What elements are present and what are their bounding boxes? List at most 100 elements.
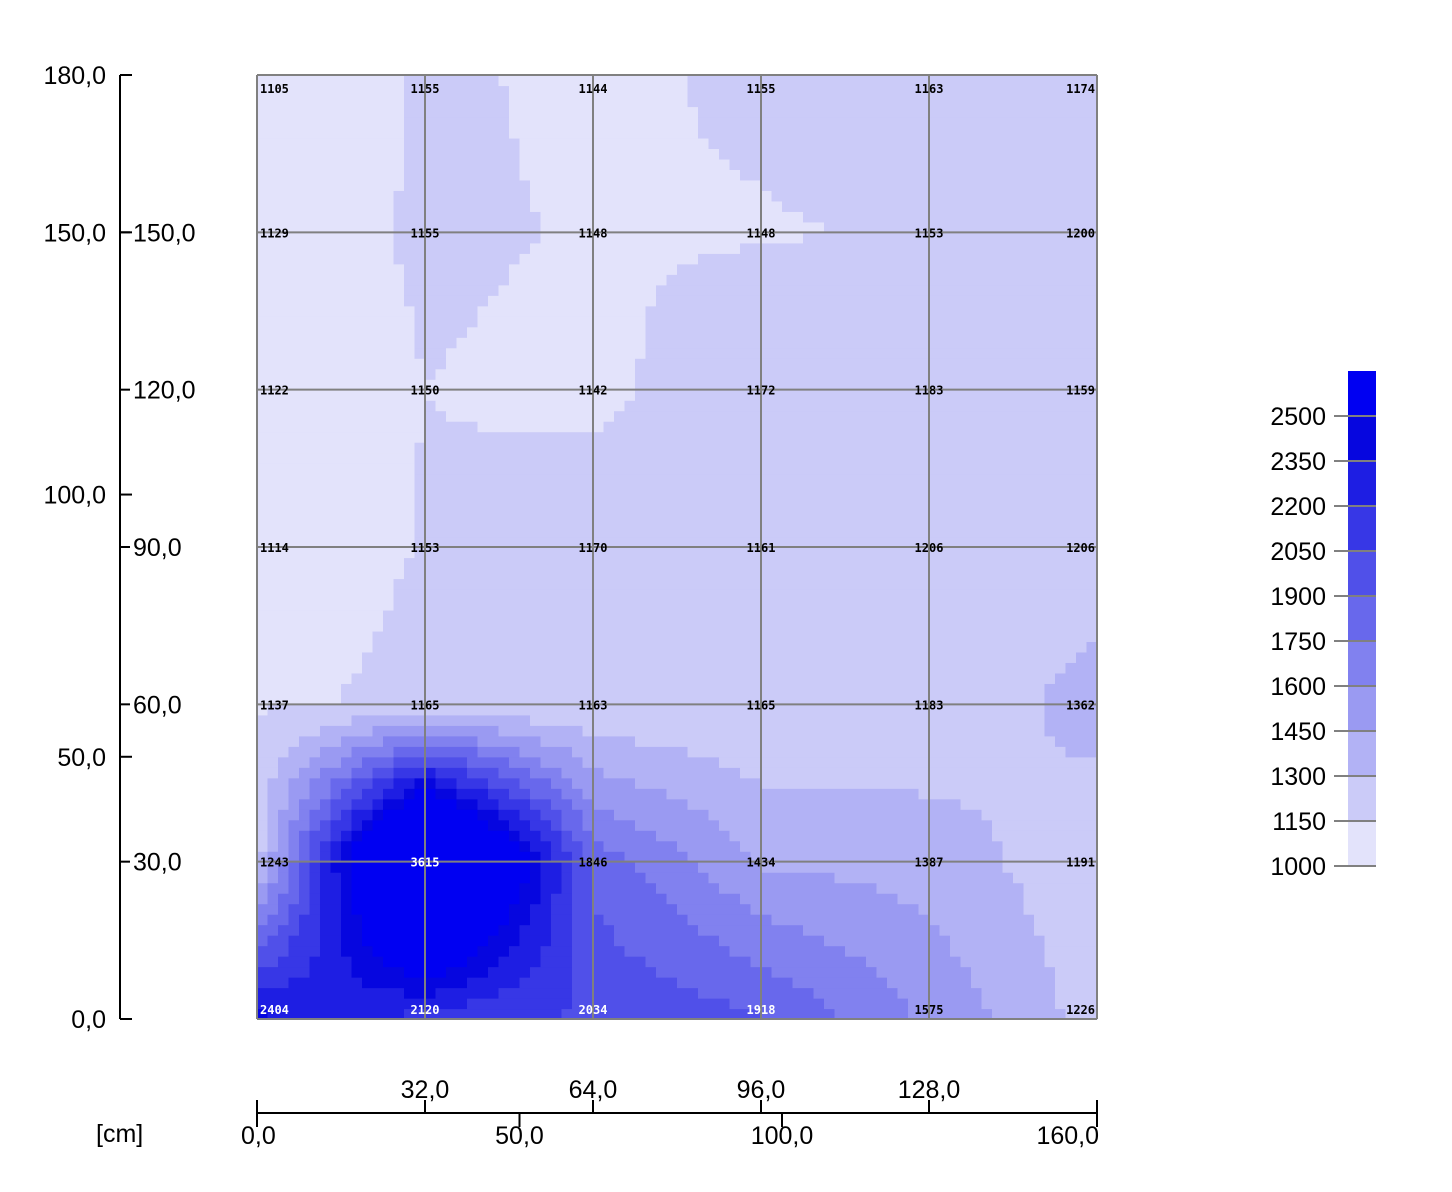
- contour-cell: [530, 547, 542, 559]
- contour-cell: [488, 452, 500, 464]
- contour-cell: [362, 935, 374, 947]
- contour-cell: [288, 95, 300, 108]
- contour-cell: [603, 767, 615, 779]
- contour-cell: [666, 735, 678, 747]
- contour-cell: [509, 410, 521, 422]
- contour-cell: [257, 714, 269, 726]
- contour-cell: [582, 85, 594, 97]
- contour-cell: [330, 211, 342, 223]
- contour-cell: [414, 998, 426, 1010]
- contour-cell: [467, 211, 479, 223]
- contour-cell: [351, 116, 363, 129]
- contour-cell: [572, 200, 584, 212]
- contour-cell: [666, 305, 678, 317]
- contour-cell: [393, 578, 405, 590]
- contour-cell: [446, 767, 458, 779]
- contour-cell: [813, 316, 825, 328]
- contour-cell: [771, 326, 783, 338]
- contour-cell: [383, 515, 395, 527]
- contour-cell: [593, 463, 605, 475]
- contour-cell: [645, 914, 657, 926]
- contour-cell: [299, 179, 311, 191]
- contour-cell: [656, 389, 668, 401]
- contour-cell: [782, 641, 794, 653]
- contour-cell: [687, 914, 699, 926]
- contour-cell: [309, 284, 321, 296]
- contour-cell: [740, 536, 752, 548]
- contour-cell: [393, 284, 405, 296]
- contour-cell: [383, 505, 395, 517]
- contour-cell: [603, 588, 615, 601]
- contour-cell: [719, 609, 731, 622]
- contour-cell: [309, 872, 321, 884]
- contour-cell: [708, 620, 720, 632]
- contour-cell: [467, 75, 479, 87]
- contour-cell: [509, 85, 521, 97]
- contour-cell: [698, 630, 710, 642]
- contour-cell: [509, 662, 521, 674]
- contour-cell: [278, 274, 290, 286]
- contour-cell: [687, 893, 699, 905]
- contour-cell: [572, 819, 584, 831]
- contour-cell: [341, 127, 353, 139]
- contour-cell: [582, 190, 594, 202]
- contour-cell: [509, 1008, 521, 1020]
- contour-cell: [477, 693, 489, 705]
- contour-cell: [435, 547, 447, 559]
- contour-cell: [740, 567, 752, 580]
- contour-cell: [624, 442, 636, 454]
- contour-cell: [792, 998, 804, 1010]
- contour-cell: [498, 966, 510, 978]
- contour-cell: [299, 284, 311, 296]
- contour-cell: [687, 809, 699, 821]
- contour-cell: [530, 179, 542, 191]
- contour-cell: [530, 693, 542, 705]
- contour-cell: [729, 935, 741, 947]
- contour-cell: [614, 442, 626, 454]
- contour-cell: [288, 819, 300, 831]
- contour-cell: [362, 316, 374, 328]
- contour-cell: [477, 379, 489, 391]
- contour-cell: [782, 819, 794, 831]
- contour-cell: [446, 620, 458, 632]
- contour-cell: [824, 494, 836, 506]
- contour-cell: [582, 599, 594, 611]
- contour-cell: [404, 798, 416, 810]
- contour-cell: [414, 347, 426, 359]
- contour-cell: [509, 620, 521, 632]
- contour-cell: [561, 788, 573, 800]
- contour-cell: [687, 368, 699, 380]
- contour-cell: [729, 326, 741, 338]
- contour-cell: [666, 442, 678, 454]
- contour-cell: [824, 526, 836, 538]
- contour-cell: [393, 588, 405, 601]
- contour-cell: [288, 253, 300, 265]
- contour-cell: [729, 809, 741, 821]
- contour-cell: [498, 263, 510, 275]
- contour-cell: [498, 410, 510, 422]
- contour-cell: [719, 358, 731, 370]
- contour-cell: [299, 935, 311, 947]
- contour-cell: [519, 987, 531, 999]
- contour-cell: [572, 956, 584, 968]
- contour-cell: [414, 263, 426, 275]
- contour-cell: [750, 379, 762, 391]
- contour-cell: [803, 851, 815, 863]
- contour-cell: [582, 127, 594, 139]
- contour-cell: [740, 788, 752, 800]
- contour-cell: [666, 463, 678, 475]
- contour-cell: [813, 651, 825, 663]
- contour-cell: [782, 200, 794, 212]
- contour-cell: [299, 788, 311, 800]
- contour-cell: [603, 809, 615, 821]
- contour-cell: [834, 567, 846, 580]
- contour-cell: [603, 725, 615, 737]
- contour-cell: [320, 819, 332, 831]
- contour-cell: [372, 169, 384, 181]
- contour-cell: [740, 620, 752, 632]
- contour-cell: [824, 368, 836, 380]
- contour-cell: [257, 75, 269, 87]
- contour-cell: [792, 987, 804, 999]
- contour-cell: [750, 620, 762, 632]
- contour-cell: [834, 547, 846, 559]
